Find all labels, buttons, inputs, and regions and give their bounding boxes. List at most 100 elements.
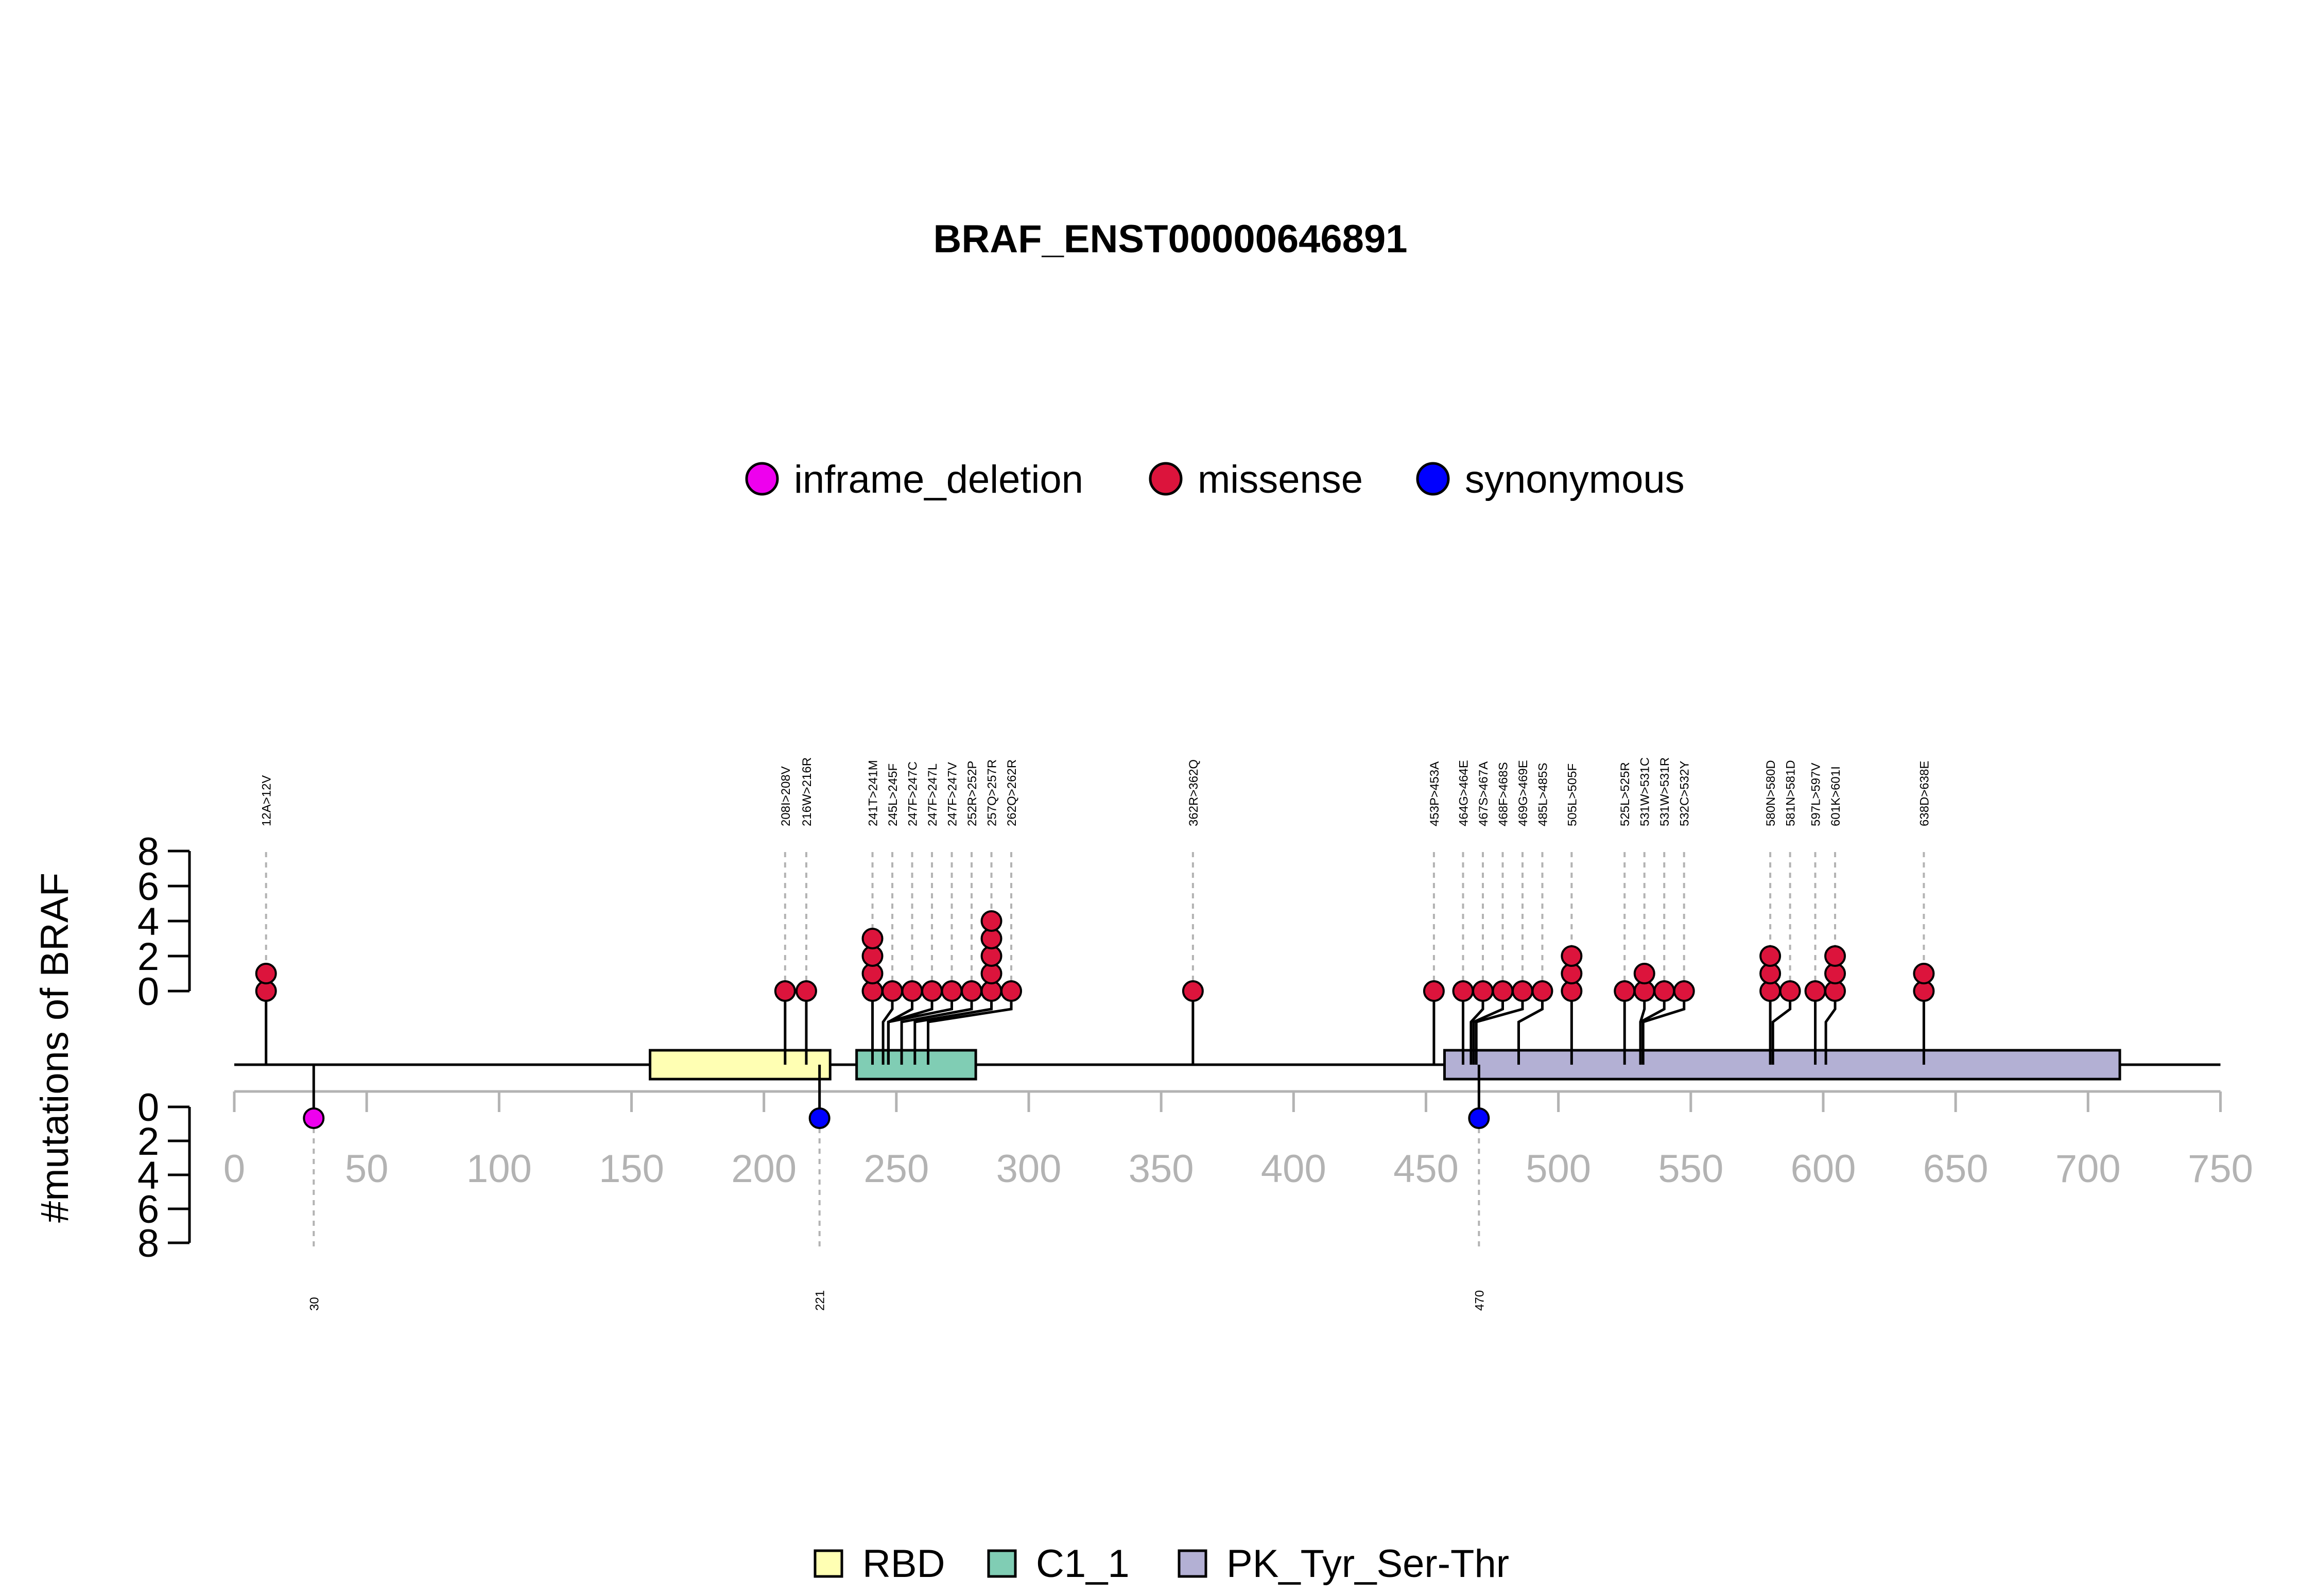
legend-swatch-inframe_deletion: [745, 462, 779, 496]
mutation-point-257Q>257R: [980, 910, 1002, 932]
mutation-point-580N>580D: [1759, 945, 1782, 967]
mutation-point-252R>252P: [961, 980, 983, 1002]
y-axis-label: #mutations of BRAF: [33, 873, 77, 1223]
x-tick-label: 300: [996, 1147, 1062, 1191]
mutation-point-247F>247L: [921, 980, 943, 1002]
mutation-point-467S>467A: [1472, 980, 1494, 1002]
stem-469G>469E: [1475, 1001, 1524, 1065]
stem-467S>467A: [1469, 1001, 1484, 1065]
mutation-label-257Q>257R: 257Q>257R: [985, 759, 999, 826]
y-tick-label-bottom: 4: [137, 1154, 159, 1198]
x-tick-label: 700: [2055, 1147, 2121, 1191]
mutation-point-245L>245F: [881, 980, 904, 1002]
mutation-label-208I>208V: 208I>208V: [779, 766, 793, 826]
domain-legend-label-C1_1: C1_1: [1036, 1542, 1130, 1586]
mutation-point-453P>453A: [1423, 980, 1445, 1002]
mutation-label-241T>241M: 241T>241M: [867, 760, 880, 826]
mutation-point-216W>216R: [795, 980, 817, 1002]
stem-247F>247V: [887, 1001, 954, 1065]
x-axis: 0 50 100 150 200 250 300 350 400 450 500 550 600 650 7…: [223, 1090, 2253, 1191]
mutation-point-531W>531C: [1633, 963, 1655, 984]
legend-label-inframe_deletion: inframe_deletion: [794, 458, 1083, 501]
stem-531W>531R: [1639, 1001, 1666, 1065]
domain-legend-swatch-RBD: [814, 1549, 843, 1578]
y-tick-label-top: 6: [137, 865, 159, 909]
x-tick-label: 350: [1129, 1147, 1194, 1191]
mutation-point-469G>469E: [1511, 980, 1533, 1002]
mutation-point-bottom-221: [808, 1107, 831, 1129]
mutation-label-525L>525R: 525L>525R: [1618, 762, 1632, 826]
mutation-point-532C>532Y: [1673, 980, 1695, 1002]
mutation-point-581N>581D: [1779, 980, 1801, 1002]
stem-601K>601I: [1824, 1001, 1837, 1065]
stem-262Q>262R: [927, 1001, 1013, 1065]
mutation-label-bottom-470: 470: [1473, 1290, 1486, 1311]
x-tick-label: 100: [466, 1147, 532, 1191]
mutation-point-531W>531R: [1653, 980, 1675, 1002]
mutation-label-531W>531R: 531W>531R: [1658, 757, 1672, 826]
mutation-point-601K>601I: [1824, 945, 1846, 967]
domain-legend-label-RBD: RBD: [862, 1542, 945, 1586]
mutation-label-453P>453A: 453P>453A: [1428, 761, 1442, 826]
y-tick-label-top: 2: [137, 935, 159, 979]
mutation-label-581N>581D: 581N>581D: [1784, 760, 1798, 826]
mutation-label-252R>252P: 252R>252P: [965, 761, 979, 826]
mutation-label-467S>467A: 467S>467A: [1477, 761, 1491, 826]
variant-legend: inframe_deletion missense synonymous: [745, 458, 1685, 501]
mutation-label-216W>216R: 216W>216R: [800, 757, 814, 826]
mutation-point-362R>362Q: [1182, 980, 1204, 1002]
x-tick-label: 50: [345, 1147, 389, 1191]
mutation-point-262Q>262R: [1000, 980, 1023, 1002]
mutation-point-464G>464E: [1452, 980, 1474, 1002]
mutation-label-247F>247C: 247F>247C: [906, 761, 920, 826]
legend-label-missense: missense: [1198, 458, 1363, 501]
legend-swatch-missense: [1149, 462, 1183, 496]
mutation-point-241T>241M: [861, 928, 884, 949]
domain-C1_1: [855, 1049, 977, 1081]
mutation-point-597L>597V: [1804, 980, 1826, 1002]
mutation-point-485L>485S: [1531, 980, 1553, 1002]
mutation-label-580N>580D: 580N>580D: [1764, 760, 1778, 826]
x-tick-label: 250: [863, 1147, 929, 1191]
x-tick-label: 450: [1393, 1147, 1459, 1191]
x-tick-label: 600: [1791, 1147, 1856, 1191]
mutation-label-532C>532Y: 532C>532Y: [1678, 761, 1692, 826]
mutation-label-464G>464E: 464G>464E: [1457, 760, 1471, 826]
domain-PK_Tyr_Ser-Thr: [1443, 1049, 2121, 1081]
mutation-label-601K>601I: 601K>601I: [1829, 766, 1843, 826]
mutation-label-485L>485S: 485L>485S: [1536, 763, 1550, 826]
stem-532C>532Y: [1641, 1001, 1686, 1065]
y-tick-label-bottom: 2: [137, 1120, 159, 1164]
x-tick-label: 200: [731, 1147, 797, 1191]
mutation-point-505L>505F: [1561, 945, 1583, 967]
mutation-label-247F>247L: 247F>247L: [926, 764, 940, 826]
x-tick-label: 150: [599, 1147, 664, 1191]
mutation-point-525L>525R: [1614, 980, 1636, 1002]
mutation-points: [255, 910, 1935, 1129]
x-tick-label: 650: [1923, 1147, 1989, 1191]
mutation-label-247F>247V: 247F>247V: [946, 762, 960, 826]
stem-245L>245F: [881, 1001, 894, 1065]
guide-lines: [265, 852, 1925, 1251]
stem-485L>485S: [1517, 1001, 1544, 1065]
mutation-point-208I>208V: [774, 980, 796, 1002]
legend-label-synonymous: synonymous: [1465, 458, 1685, 501]
mutation-label-bottom-221: 221: [814, 1290, 827, 1311]
x-tick-label: 550: [1658, 1147, 1723, 1191]
protein-domains: [648, 1049, 2121, 1081]
mutation-label-245L>245F: 245L>245F: [886, 764, 900, 826]
mutation-point-12A>12V: [255, 963, 277, 984]
domain-legend-swatch-PK_Tyr_Ser-Thr: [1178, 1549, 1207, 1578]
mutation-point-247F>247C: [901, 980, 923, 1002]
mutation-label-597L>597V: 597L>597V: [1809, 763, 1823, 826]
stem-257Q>257R: [913, 1001, 993, 1065]
y-tick-label-bottom: 8: [137, 1222, 159, 1265]
x-tick-label: 0: [223, 1147, 245, 1191]
y-tick-label-top: 0: [137, 970, 159, 1014]
lollipop-stems: [265, 1001, 1925, 1108]
mutation-label-362R>362Q: 362R>362Q: [1187, 759, 1201, 826]
y-tick-label-top: 4: [137, 900, 159, 944]
